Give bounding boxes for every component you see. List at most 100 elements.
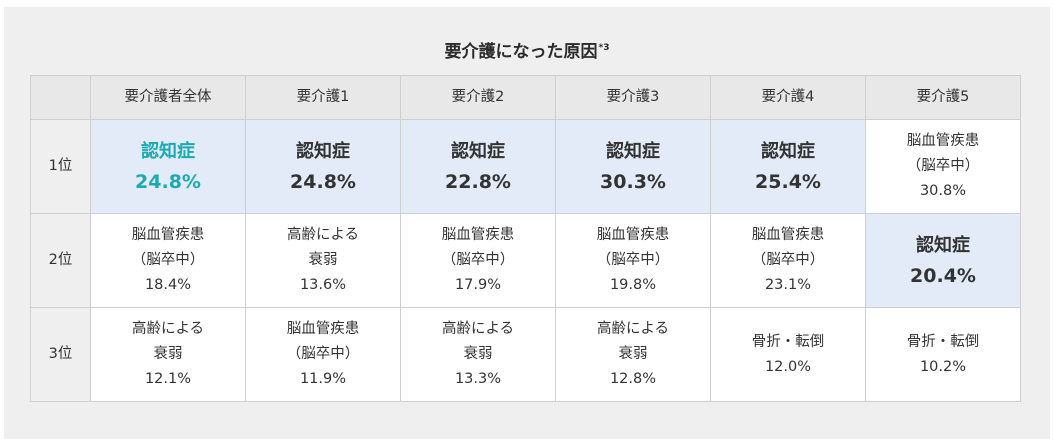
cause-name: 脳血管疾患 [441, 227, 515, 243]
rank-label: 3位 [30, 307, 91, 402]
cause-content: 高齢による衰弱 12.1% [91, 317, 245, 392]
cause-content: 高齢による衰弱 12.8% [556, 317, 710, 392]
cause-content: 高齢による衰弱 13.3% [401, 317, 555, 392]
cause-cell: 認知症 20.4% [865, 213, 1021, 308]
cause-content: 高齢による衰弱 13.6% [246, 223, 400, 298]
cause-name: 認知症 [606, 140, 660, 162]
cause-percentage: 13.6% [299, 277, 347, 293]
cause-cell: 脳血管疾患 （脳卒中） 18.4% [90, 213, 246, 308]
cause-percentage: 12.1% [144, 371, 192, 387]
cause-percentage: 25.4% [755, 170, 821, 193]
cause-cell: 脳血管疾患 （脳卒中） 17.9% [400, 213, 556, 308]
cause-percentage: 12.0% [764, 358, 812, 375]
rank-label: 1位 [30, 119, 91, 214]
cause-percentage: 12.8% [609, 371, 657, 387]
cause-cell: 高齢による衰弱 13.6% [245, 213, 401, 308]
cause-content: 認知症 24.8% [246, 137, 400, 197]
cause-cell: 骨折・転倒 12.0% [710, 307, 866, 402]
cause-content: 認知症 22.8% [401, 137, 555, 197]
cause-name: 脳血管疾患 [906, 133, 980, 149]
cause-content: 骨折・転倒 10.2% [866, 330, 1020, 380]
title-footnote: *3 [598, 43, 610, 54]
cause-percentage: 10.2% [919, 358, 967, 375]
cause-percentage: 17.9% [454, 277, 502, 293]
cause-name: （脳卒中） [596, 252, 670, 268]
column-header: 要介護2 [400, 75, 556, 120]
column-header: 要介護1 [245, 75, 401, 120]
cause-percentage: 24.8% [135, 170, 201, 193]
cause-name: （脳卒中） [751, 252, 825, 268]
cause-content: 脳血管疾患 （脳卒中） 30.8% [866, 129, 1020, 204]
cause-percentage: 18.4% [144, 277, 192, 293]
cause-content: 認知症 20.4% [866, 231, 1020, 291]
cause-name: 認知症 [916, 234, 970, 256]
cause-cell: 骨折・転倒 10.2% [865, 307, 1021, 402]
cause-cell: 脳血管疾患 （脳卒中） 11.9% [245, 307, 401, 402]
table-row: 1位 認知症 24.8% 認知症 24.8% 認知症 22.8% 認知症 30.3% 認知症 25.… [30, 119, 1021, 214]
cause-name: 高齢による [286, 227, 360, 243]
cause-name: 衰弱 [618, 346, 648, 362]
column-header: 要介護4 [710, 75, 866, 120]
cause-name: （脳卒中） [906, 158, 980, 174]
cause-name: 衰弱 [308, 252, 338, 268]
cause-name: 高齢による [441, 321, 515, 337]
cause-name: 脳血管疾患 [286, 321, 360, 337]
cause-content: 脳血管疾患 （脳卒中） 23.1% [711, 223, 865, 298]
cause-content: 認知症 30.3% [556, 137, 710, 197]
cause-content: 骨折・転倒 12.0% [711, 330, 865, 380]
cause-cell: 脳血管疾患 （脳卒中） 19.8% [555, 213, 711, 308]
cause-name: 認知症 [451, 140, 505, 162]
rank-label: 2位 [30, 213, 91, 308]
cause-percentage: 22.8% [445, 170, 511, 193]
cause-content: 認知症 24.8% [91, 137, 245, 197]
cause-name: 認知症 [296, 140, 350, 162]
cause-content: 脳血管疾患 （脳卒中） 11.9% [246, 317, 400, 392]
cause-percentage: 20.4% [910, 264, 976, 287]
cause-name: 認知症 [761, 140, 815, 162]
cause-percentage: 24.8% [290, 170, 356, 193]
cause-content: 脳血管疾患 （脳卒中） 18.4% [91, 223, 245, 298]
cause-name: 脳血管疾患 [596, 227, 670, 243]
column-header: 要介護3 [555, 75, 711, 120]
cause-cell: 高齢による衰弱 13.3% [400, 307, 556, 402]
header-corner [30, 75, 91, 120]
cause-content: 脳血管疾患 （脳卒中） 17.9% [401, 223, 555, 298]
cause-cell: 認知症 30.3% [555, 119, 711, 214]
cause-content: 脳血管疾患 （脳卒中） 19.8% [556, 223, 710, 298]
table-row: 3位 高齢による衰弱 12.1% 脳血管疾患 （脳卒中） 11.9% 高齢による衰弱 13.3… [30, 307, 1021, 402]
cause-percentage: 23.1% [764, 277, 812, 293]
cause-cell: 脳血管疾患 （脳卒中） 23.1% [710, 213, 866, 308]
table-row: 2位 脳血管疾患 （脳卒中） 18.4% 高齢による衰弱 13.6% 脳血管疾患 （脳卒中） 1… [30, 213, 1021, 308]
cause-name: 高齢による [131, 321, 205, 337]
cause-name: 脳血管疾患 [751, 227, 825, 243]
cause-cell: 認知症 22.8% [400, 119, 556, 214]
column-header: 要介護5 [865, 75, 1021, 120]
table-title: 要介護になった原因*3 [4, 37, 1050, 62]
cause-name: 脳血管疾患 [131, 227, 205, 243]
cause-name: 高齢による [596, 321, 670, 337]
cause-cell: 認知症 25.4% [710, 119, 866, 214]
cause-percentage: 19.8% [609, 277, 657, 293]
cause-cell: 高齢による衰弱 12.8% [555, 307, 711, 402]
cause-percentage: 30.8% [919, 183, 967, 199]
cause-name: 骨折・転倒 [906, 333, 980, 350]
cause-percentage: 11.9% [299, 371, 347, 387]
cause-name: 認知症 [141, 140, 195, 162]
cause-name: 衰弱 [463, 346, 493, 362]
cause-name: 衰弱 [153, 346, 183, 362]
cause-cell: 脳血管疾患 （脳卒中） 30.8% [865, 119, 1021, 214]
cause-content: 認知症 25.4% [711, 137, 865, 197]
cause-percentage: 13.3% [454, 371, 502, 387]
title-text: 要介護になった原因 [444, 42, 598, 62]
cause-name: 骨折・転倒 [751, 333, 825, 350]
column-header: 要介護者全体 [90, 75, 246, 120]
cause-name: （脳卒中） [286, 346, 360, 362]
cause-cell: 高齢による衰弱 12.1% [90, 307, 246, 402]
cause-percentage: 30.3% [600, 170, 666, 193]
header-row: 要介護者全体 要介護1 要介護2 要介護3 要介護4 要介護5 [30, 75, 1021, 120]
cause-name: （脳卒中） [441, 252, 515, 268]
cause-name: （脳卒中） [131, 252, 205, 268]
cause-cell: 認知症 24.8% [90, 119, 246, 214]
causes-table: 要介護者全体 要介護1 要介護2 要介護3 要介護4 要介護5 1位 認知症 24.… [30, 75, 1021, 402]
cause-cell: 認知症 24.8% [245, 119, 401, 214]
